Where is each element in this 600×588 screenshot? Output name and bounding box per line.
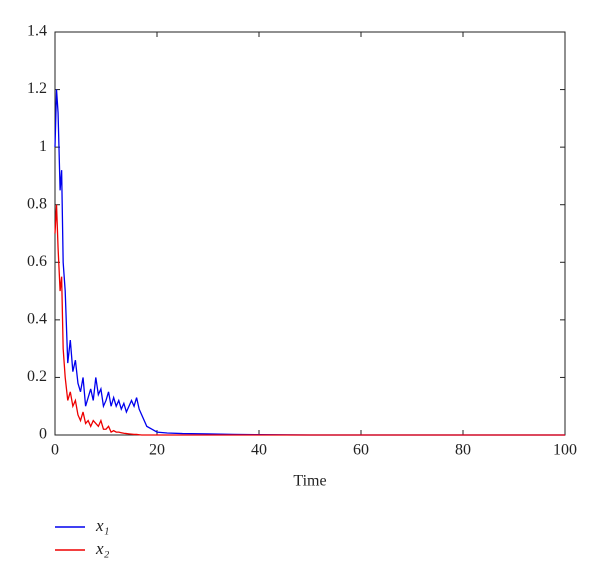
x-tick-label: 60 <box>353 442 369 459</box>
x-axis-label: Time <box>293 473 326 490</box>
y-tick-label: 0.2 <box>27 368 47 385</box>
x-tick-label: 20 <box>149 442 165 459</box>
x-tick-label: 40 <box>251 442 267 459</box>
series-line <box>54 204 565 436</box>
y-tick-label: 0.4 <box>27 311 47 328</box>
series-line <box>54 89 565 436</box>
y-tick-label: 0.8 <box>27 195 47 212</box>
y-tick-label: 1 <box>39 138 47 155</box>
y-tick-label: 1.2 <box>27 80 47 97</box>
y-tick-label: 0 <box>39 426 47 443</box>
legend-label: x₁ <box>95 516 109 535</box>
y-tick-label: 0.6 <box>27 253 47 270</box>
legend-label: x₂ <box>95 539 110 558</box>
x-tick-label: 80 <box>455 442 471 459</box>
x-tick-label: 0 <box>51 442 59 459</box>
plot-frame <box>54 31 566 436</box>
x-tick-label: 100 <box>553 442 577 459</box>
y-tick-label: 1.4 <box>27 23 47 40</box>
